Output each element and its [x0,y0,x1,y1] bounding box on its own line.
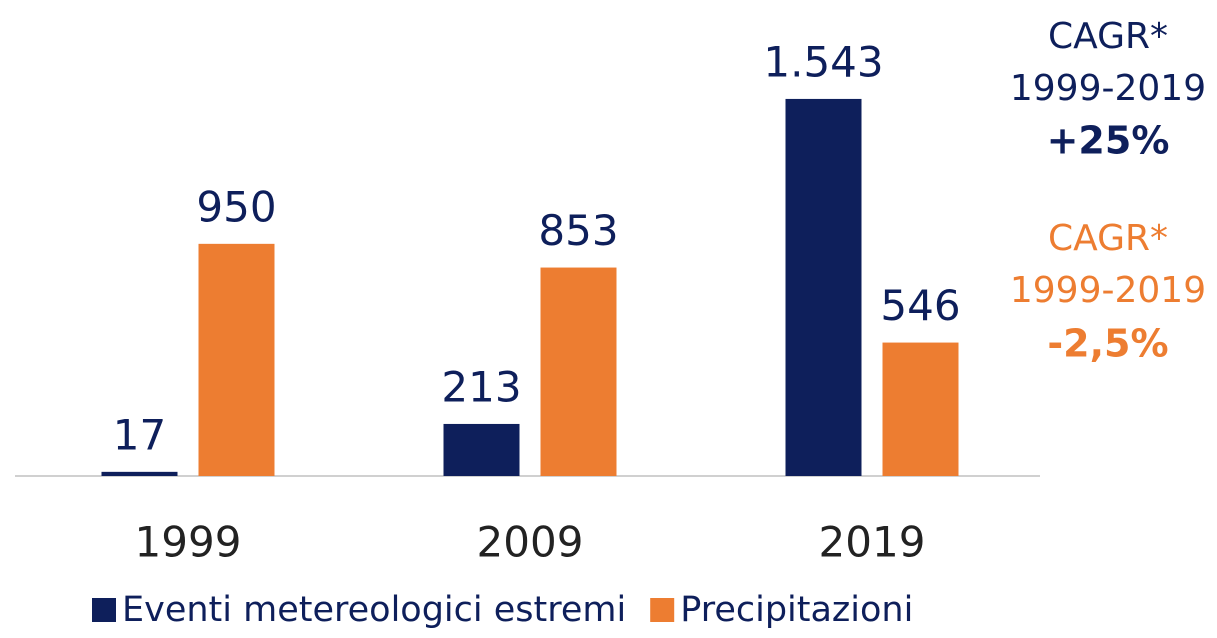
annotation: CAGR* [1048,218,1168,259]
bar [540,267,617,476]
x-tick-label: 1999 [135,518,242,567]
value-label: 546 [880,281,960,330]
annotation: -2,5% [1047,322,1168,366]
legend-marker [650,598,675,622]
bar [785,98,862,476]
annotation: 1999-2019 [1010,68,1206,109]
legend-marker [92,598,116,622]
bar [882,342,959,476]
annotation: +25% [1047,119,1170,163]
annotation: CAGR* [1048,16,1168,57]
x-tick-label: 2009 [477,518,584,567]
bar [198,243,275,476]
value-label: 213 [441,362,521,411]
value-label: 17 [113,410,166,459]
value-label: 1.543 [763,37,883,86]
x-tick-label: 2019 [819,518,926,567]
bar [443,423,520,476]
legend-label: Precipitazioni [680,590,913,630]
legend-label: Eventi metereologici estremi [122,590,626,630]
value-label: 853 [538,206,618,255]
value-label: 950 [196,182,276,231]
bar [101,471,178,476]
annotation: 1999-2019 [1010,270,1206,311]
